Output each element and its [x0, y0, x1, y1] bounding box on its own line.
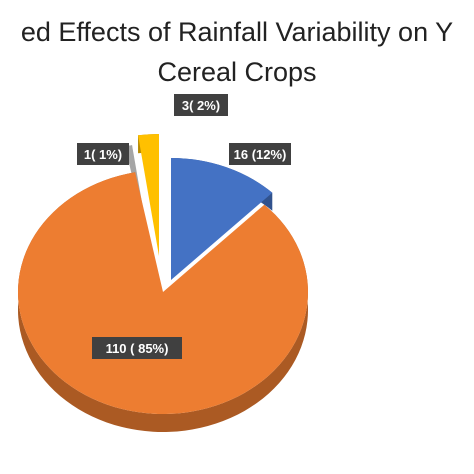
data-label-text: 16 (12%) — [234, 147, 287, 162]
pie-slices — [17, 134, 309, 433]
slice-16-top — [171, 158, 273, 280]
data-label-box — [229, 143, 291, 165]
data-label-box — [92, 337, 182, 359]
data-label-box — [174, 94, 228, 116]
data-label-slice-16: 16 (12%) — [229, 143, 291, 165]
chart-title-line-2: Cereal Crops — [157, 57, 317, 87]
data-label-text: 3( 2%) — [182, 98, 220, 113]
data-label-slice-110: 110 ( 85%) — [92, 337, 182, 359]
data-label-slice-1: 1( 1%) — [77, 143, 129, 165]
data-label-box — [77, 143, 129, 165]
data-label-text: 1( 1%) — [84, 147, 122, 162]
slice-110 — [17, 172, 309, 433]
data-label-text: 110 ( 85%) — [106, 341, 169, 356]
data-label-slice-3: 3( 2%) — [174, 94, 228, 116]
pie-data-labels: 16 (12%) 110 ( 85%) 1( 1%) 3( 2%) — [77, 94, 291, 359]
slice-16 — [171, 158, 273, 280]
chart-title-line-1: ed Effects of Rainfall Variability on Y — [20, 17, 454, 47]
slice-3 — [138, 134, 159, 256]
slice-3-top — [138, 134, 159, 256]
slice-110-top — [18, 172, 309, 414]
